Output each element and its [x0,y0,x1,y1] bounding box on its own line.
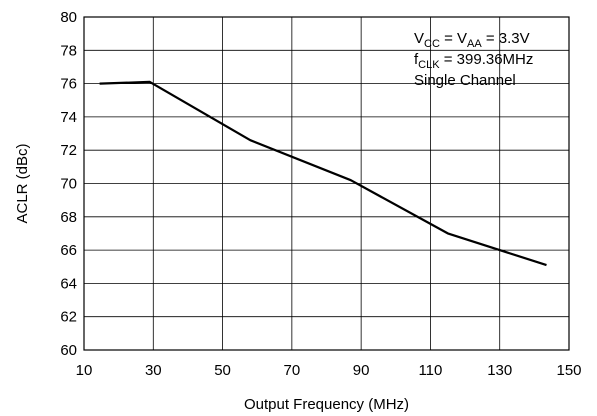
clock-frequency-annotation: fCLK = 399.36MHz [414,51,533,71]
series-line [99,80,547,267]
y-tick-label: 78 [60,42,77,59]
series-group [99,80,547,267]
supply-voltage-annotation: VCC = VAA = 3.3V [414,30,530,50]
vaa-symbol: = V [440,30,467,47]
y-tick-label: 74 [60,109,77,126]
x-tick-label: 30 [145,362,162,379]
y-tick-label: 60 [60,342,77,359]
channel-mode-annotation: Single Channel [414,72,516,89]
voltage-value: = 3.3V [482,30,530,47]
x-tick-label: 70 [284,362,301,379]
plot-frame [83,16,570,351]
x-tick-label: 50 [214,362,231,379]
y-tick-label: 64 [60,275,77,292]
clock-value: = 399.36MHz [440,51,534,68]
vcc-symbol: V [414,30,424,47]
y-axis-title: ACLR (dBc) [14,143,31,223]
y-tick-label: 80 [60,9,77,26]
y-tick-label: 68 [60,209,77,226]
x-tick-label: 130 [487,362,512,379]
y-tick-label: 72 [60,142,77,159]
x-tick-labels: 10 30 50 70 90 110 130 150 [76,362,582,379]
fclk-symbol: f [414,51,419,68]
vcc-subscript: CC [424,38,440,50]
y-tick-label: 66 [60,242,77,259]
fclk-subscript: CLK [418,59,440,71]
x-tick-label: 10 [76,362,93,379]
vaa-subscript: AA [467,38,482,50]
conditions-annotation: VCC = VAA = 3.3V fCLK = 399.36MHz Single… [414,30,533,89]
y-tick-label: 76 [60,76,77,93]
y-tick-label: 70 [60,176,77,193]
x-tick-label: 110 [418,362,442,379]
grid-lines [84,17,569,350]
x-axis-title: Output Frequency (MHz) [244,396,409,413]
x-tick-label: 150 [556,362,581,379]
y-tick-labels: 60 62 64 66 68 70 72 74 76 78 80 [60,9,77,359]
y-tick-label: 62 [60,309,77,326]
x-tick-label: 90 [353,362,370,379]
